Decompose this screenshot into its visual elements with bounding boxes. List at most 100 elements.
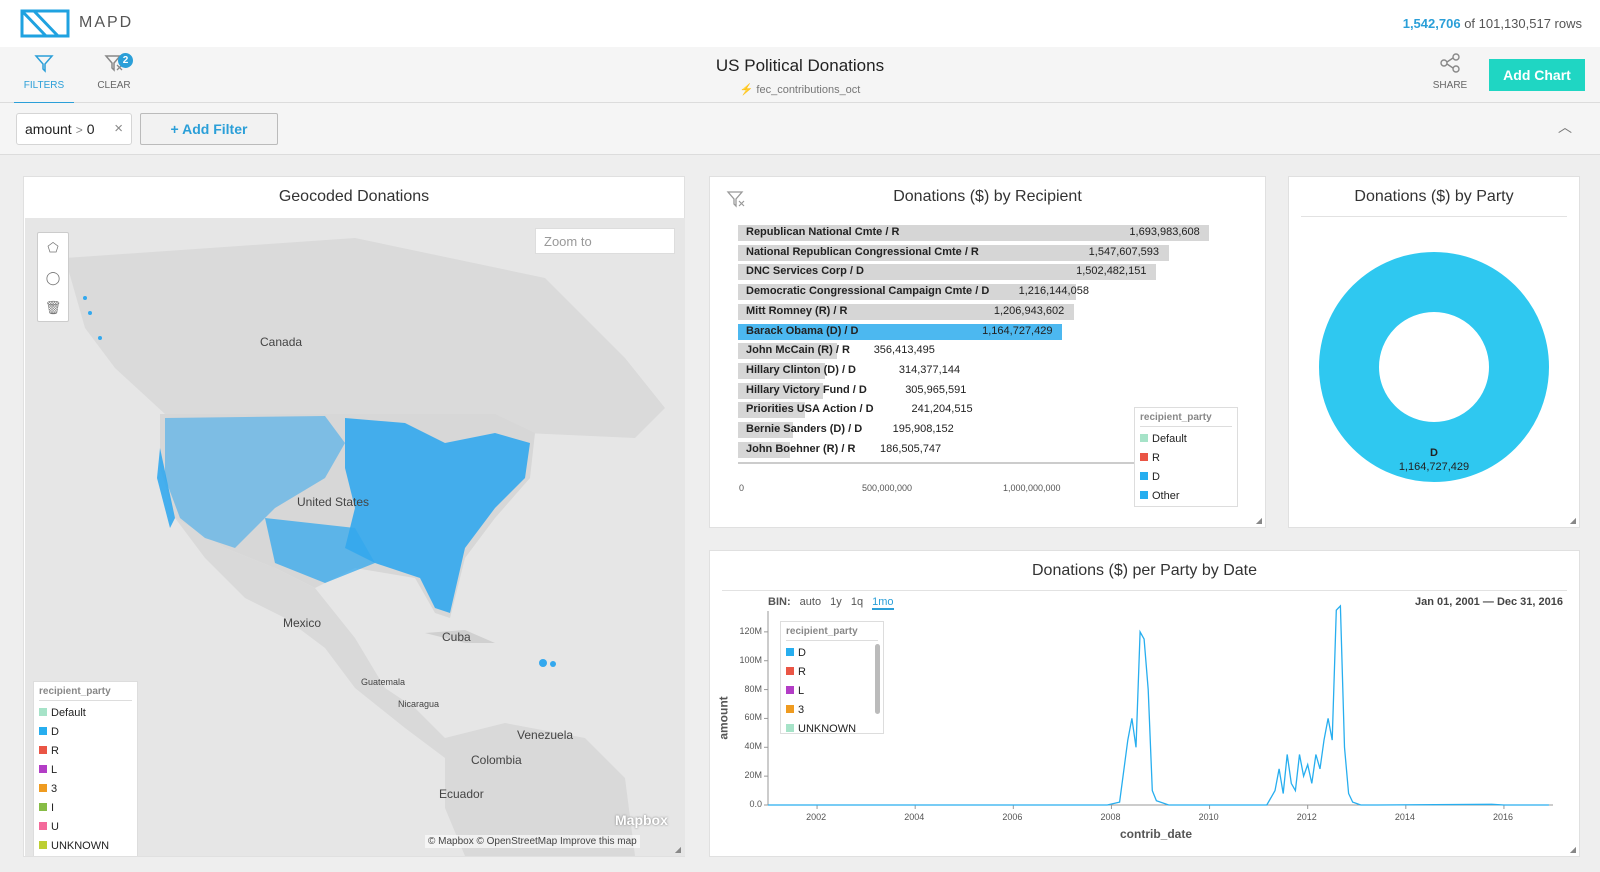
x-tick-label: 2012 [1296, 812, 1317, 822]
bar-row[interactable]: Mitt Romney (R) / R 1,206,943,602 [738, 303, 1225, 320]
bar-row[interactable]: Bernie Sanders (D) / D 195,908,152 [738, 422, 1225, 438]
bar-row[interactable]: John Boehner (R) / R 186,505,747 [738, 441, 1225, 458]
bar[interactable] [738, 244, 1169, 261]
resize-handle-icon[interactable]: ◢ [1255, 516, 1262, 525]
bin-1y[interactable]: 1y [830, 596, 842, 608]
legend-label: UNKNOWN [798, 723, 857, 735]
bar[interactable] [738, 362, 826, 379]
x-tick: 0 [739, 483, 745, 493]
bar-row[interactable]: DNC Services Corp / D 1,502,482,151 [738, 264, 1225, 281]
bin-1mo[interactable]: 1mo [872, 596, 894, 610]
add-chart-button[interactable]: Add Chart [1489, 59, 1585, 91]
legend-label: R [51, 745, 59, 757]
date-range[interactable]: Jan 01, 2001 — Dec 31, 2016 [1415, 596, 1563, 608]
add-filter-button[interactable]: + Add Filter [140, 113, 278, 145]
map-label-mexico: Mexico [283, 616, 322, 630]
x-tick-label: 2008 [1100, 812, 1121, 822]
map-attribution[interactable]: © Mapbox © OpenStreetMap Improve this ma… [425, 835, 640, 848]
legend-item[interactable]: D [39, 723, 132, 742]
legend-swatch [39, 784, 47, 792]
legend-item[interactable]: R [39, 742, 132, 761]
dashboard-title[interactable]: US Political Donations [715, 56, 885, 75]
panel-title: Donations ($) per Party by Date [1032, 562, 1257, 579]
bar-row[interactable]: Hillary Clinton (D) / D 314,377,144 [738, 362, 1225, 379]
bar[interactable] [738, 323, 1063, 340]
bin-1q[interactable]: 1q [850, 596, 864, 608]
bar[interactable] [738, 284, 1077, 301]
legend-item[interactable]: I [39, 799, 132, 818]
trash-icon[interactable]: 🗑 [44, 300, 62, 315]
bar-row[interactable]: Republican National Cmte / R 1,693,983,60… [738, 225, 1225, 241]
line-chart[interactable] [710, 551, 1581, 858]
filters-button[interactable]: FILTERS [14, 53, 74, 104]
bar-row[interactable]: Hillary Victory Fund / D 305,965,591 [738, 382, 1225, 399]
bar-label: Hillary Clinton (D) / D [746, 363, 856, 376]
bar-row[interactable]: Priorities USA Action / D 241,204,515 [738, 402, 1225, 419]
resize-handle-icon[interactable]: ◢ [674, 845, 681, 854]
legend-item[interactable]: UNKNOWN [786, 720, 878, 739]
legend-item[interactable]: U [39, 818, 132, 837]
resize-handle-icon[interactable]: ◢ [1569, 516, 1576, 525]
x-tick-label: 2004 [904, 812, 925, 822]
circle-draw-icon[interactable]: ◯ [45, 270, 61, 285]
filter-chip-amount[interactable]: amount >0 × [16, 113, 132, 145]
legend-item[interactable]: R [1140, 449, 1232, 468]
bar-label: Mitt Romney (R) / R [746, 304, 848, 317]
share-button[interactable]: SHARE [1420, 53, 1480, 91]
legend-label: UNKNOWN [51, 840, 110, 852]
bar-row[interactable]: John McCain (R) / R 356,413,495 [738, 343, 1225, 360]
legend-item[interactable]: D [786, 644, 878, 663]
bar[interactable] [738, 264, 1157, 281]
legend-label: D [51, 726, 59, 738]
bar-value: 241,204,515 [911, 403, 973, 416]
bar-value: 356,413,495 [873, 344, 935, 357]
line-legend[interactable]: recipient_party D R L 3 UNKNOWN [780, 621, 884, 735]
legend-item[interactable]: 3 [786, 701, 878, 720]
bin-auto[interactable]: auto [799, 596, 822, 608]
bar[interactable] [738, 402, 806, 419]
clear-filters-button[interactable]: 2 CLEAR [84, 53, 144, 91]
bar[interactable] [738, 303, 1074, 320]
y-tick-label: 100M [739, 654, 762, 665]
y-tick-label: 20M [744, 770, 762, 781]
legend-item[interactable]: Default [1140, 430, 1232, 449]
zoom-to-input[interactable]: Zoom to [535, 228, 675, 254]
legend-item[interactable]: UNKNOWN [39, 837, 132, 856]
bar-row[interactable]: Democratic Congressional Campaign Cmte /… [738, 284, 1225, 301]
legend-swatch [786, 705, 794, 713]
bar[interactable] [738, 343, 838, 360]
polygon-draw-icon[interactable]: ⬠ [47, 240, 59, 255]
legend-item[interactable]: L [786, 682, 878, 701]
collapse-chevron-icon[interactable]: ︿ [1558, 119, 1572, 135]
bar-row[interactable]: National Republican Congressional Cmte /… [738, 244, 1225, 261]
bar-row[interactable]: Barack Obama (D) / D 1,164,727,429 [738, 323, 1225, 340]
lightning-icon: ⚡ [739, 84, 754, 96]
legend-label: R [1152, 452, 1160, 464]
legend-item[interactable]: Other [1140, 487, 1232, 506]
map-legend[interactable]: recipient_party DefaultDRL3IUUNKNOWNOthe… [33, 681, 138, 856]
legend-item[interactable]: 3 [39, 780, 132, 799]
series-line-D [768, 604, 1549, 806]
bar[interactable] [738, 382, 824, 399]
bar[interactable] [738, 441, 790, 458]
legend-item[interactable]: Default [39, 704, 132, 723]
legend-label: D [1152, 471, 1160, 483]
bar-label: National Republican Congressional Cmte /… [746, 245, 979, 258]
clear-chart-filter-icon[interactable] [726, 189, 746, 209]
legend-swatch [39, 765, 47, 773]
mapd-logo[interactable]: MAPD [20, 8, 133, 38]
clear-label: CLEAR [97, 80, 131, 91]
bar[interactable] [738, 422, 793, 438]
bar-value: 1,206,943,602 [993, 304, 1065, 317]
legend-item[interactable]: R [786, 663, 878, 682]
point-map[interactable]: ⬠ ◯ 🗑 Zoom to Canada United States Mexic… [25, 218, 685, 856]
bar[interactable] [738, 225, 1210, 241]
legend-item[interactable]: L [39, 761, 132, 780]
resize-handle-icon[interactable]: ◢ [1569, 845, 1576, 854]
legend-item[interactable]: D [1140, 468, 1232, 487]
filter-field: amount [25, 121, 72, 137]
legend-scrollbar[interactable] [875, 644, 880, 714]
remove-filter-icon[interactable]: × [114, 120, 123, 137]
bar-value: 195,908,152 [892, 423, 954, 435]
bar-legend[interactable]: recipient_party Default R D Other [1134, 407, 1238, 507]
